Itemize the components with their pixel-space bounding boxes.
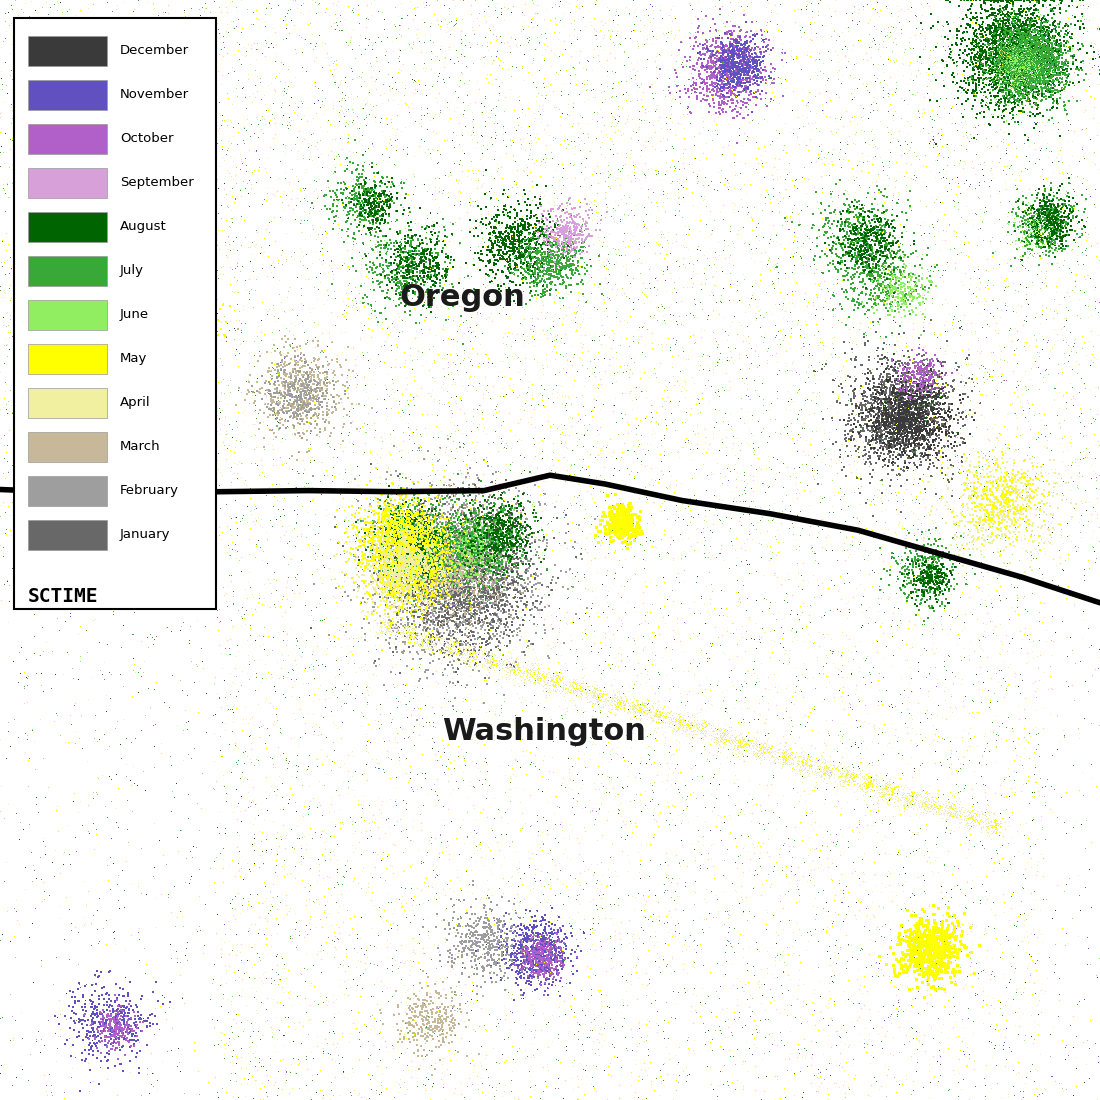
- Text: January: January: [120, 528, 170, 541]
- Text: Oregon: Oregon: [399, 283, 525, 311]
- Bar: [28, 255, 107, 286]
- Text: June: June: [120, 308, 148, 321]
- Bar: [28, 35, 107, 66]
- Bar: [28, 475, 107, 506]
- Text: December: December: [120, 44, 189, 57]
- Bar: [28, 431, 107, 462]
- Text: SCTIME: SCTIME: [28, 587, 98, 606]
- Bar: [28, 79, 107, 110]
- Bar: [28, 343, 107, 374]
- Text: March: March: [120, 440, 161, 453]
- Bar: [28, 299, 107, 330]
- Bar: [14, 18, 216, 609]
- Text: February: February: [120, 484, 179, 497]
- Bar: [28, 211, 107, 242]
- Text: September: September: [120, 176, 194, 189]
- Text: May: May: [120, 352, 147, 365]
- Text: April: April: [120, 396, 151, 409]
- Text: Washington: Washington: [442, 717, 647, 746]
- Bar: [28, 387, 107, 418]
- Text: July: July: [120, 264, 144, 277]
- Text: November: November: [120, 88, 189, 101]
- Text: October: October: [120, 132, 174, 145]
- Bar: [28, 519, 107, 550]
- Bar: [28, 123, 107, 154]
- Text: August: August: [120, 220, 167, 233]
- Bar: [28, 167, 107, 198]
